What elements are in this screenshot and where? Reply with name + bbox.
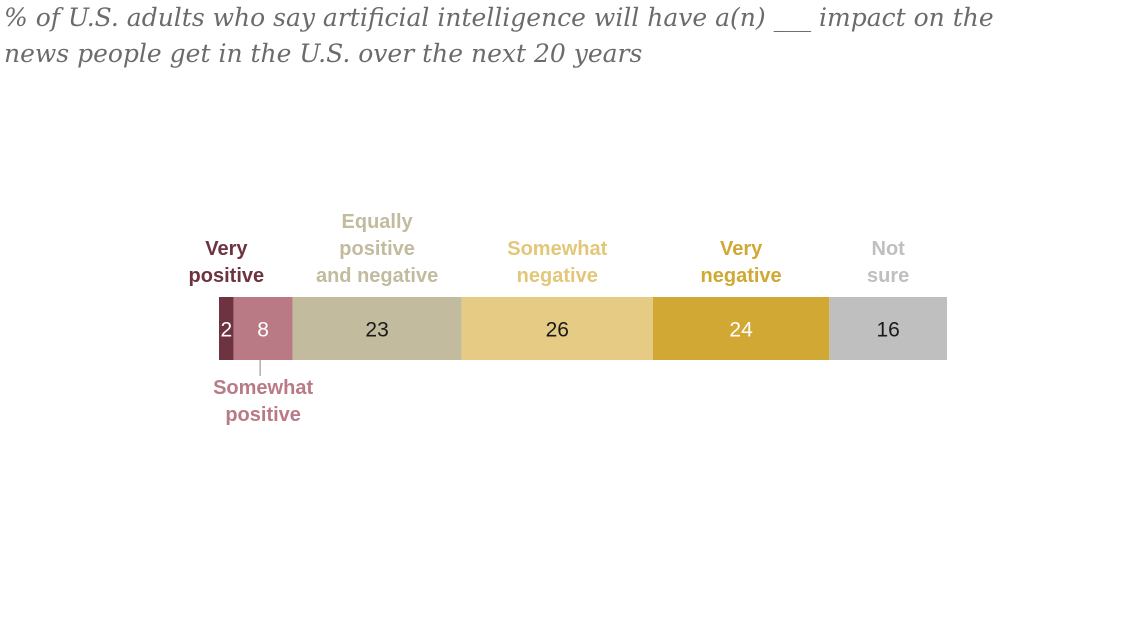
category-label-very-negative: Very negative (701, 238, 782, 287)
category-label-not-sure: Not sure (867, 238, 909, 287)
bar-segment-very-positive (219, 297, 234, 360)
category-label-equally-positive-and-negative: Equally positive and negative (316, 211, 438, 287)
bar-segment-very-negative (652, 297, 830, 360)
chart-subtitle: % of U.S. adults who say artificial inte… (4, 3, 994, 68)
value-label-group: 2 8 23 26 24 16 (221, 319, 900, 342)
category-label-group: Very positive Somewhat positive Equally posit… (189, 211, 910, 426)
bar-segment-not-sure (829, 297, 947, 360)
value-label-equally-positive-and-negative: 23 (365, 319, 388, 342)
bar-segment-somewhat-negative (461, 297, 653, 360)
value-label-not-sure: 16 (876, 319, 899, 342)
bar-segment-somewhat-positive (233, 297, 293, 360)
bar-segment-equally-positive-and-negative (292, 297, 462, 360)
category-label-very-positive: Very positive (189, 238, 265, 287)
value-label-very-negative: 24 (729, 319, 753, 342)
value-label-somewhat-negative: 26 (546, 319, 569, 342)
value-label-very-positive: 2 (221, 319, 233, 342)
value-label-somewhat-positive: 8 (257, 319, 269, 342)
bar-group (219, 297, 947, 360)
category-label-somewhat-positive: Somewhat positive (213, 377, 313, 426)
category-label-somewhat-negative: Somewhat negative (507, 238, 607, 287)
